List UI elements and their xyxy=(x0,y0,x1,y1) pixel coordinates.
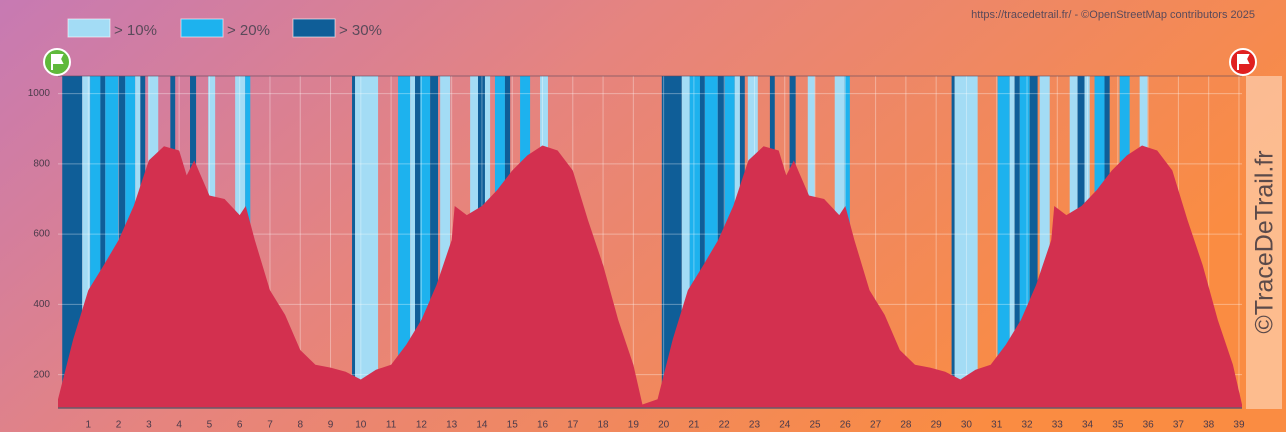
x-tick-label: 21 xyxy=(688,420,700,431)
slope-band xyxy=(997,76,1010,408)
x-tick-label: 1 xyxy=(86,420,92,431)
x-tick-label: 34 xyxy=(1082,420,1094,431)
x-tick-label: 27 xyxy=(870,420,882,431)
x-tick-label: 39 xyxy=(1233,420,1245,431)
x-tick-label: 3 xyxy=(146,420,152,431)
x-tick-label: 2 xyxy=(116,420,122,431)
x-tick-label: 12 xyxy=(416,420,428,431)
slope-band xyxy=(699,76,705,408)
legend-label: > 20% xyxy=(227,22,270,39)
slope-band xyxy=(440,76,451,408)
x-tick-label: 18 xyxy=(598,420,610,431)
x-tick-label: 4 xyxy=(176,420,182,431)
x-tick-label: 19 xyxy=(628,420,640,431)
x-tick-label: 6 xyxy=(237,420,243,431)
watermark-box xyxy=(1246,76,1282,409)
x-tick-label: 13 xyxy=(446,420,458,431)
slope-band xyxy=(1014,76,1020,408)
x-tick-label: 28 xyxy=(900,420,912,431)
slope-band xyxy=(352,76,356,408)
y-tick-label: 200 xyxy=(33,369,50,380)
x-tick-label: 35 xyxy=(1112,420,1124,431)
watermark: ©TraceDeTrail.fr xyxy=(1251,150,1279,333)
x-tick-label: 33 xyxy=(1052,420,1064,431)
slope-band xyxy=(954,76,978,408)
x-tick-label: 38 xyxy=(1203,420,1215,431)
slope-band xyxy=(951,76,955,408)
x-tick-label: 32 xyxy=(1021,420,1033,431)
x-tick-label: 8 xyxy=(297,420,303,431)
slope-band xyxy=(90,76,101,408)
x-tick-label: 14 xyxy=(476,420,488,431)
x-tick-label: 26 xyxy=(840,420,852,431)
slope-band xyxy=(415,76,421,408)
x-tick-label: 10 xyxy=(355,420,367,431)
x-tick-label: 17 xyxy=(567,420,579,431)
x-tick-label: 16 xyxy=(537,420,549,431)
legend-label: > 10% xyxy=(114,22,157,39)
x-tick-label: 11 xyxy=(386,420,397,431)
slope-band xyxy=(420,76,431,408)
legend-label: > 30% xyxy=(339,22,382,39)
legend-swatch xyxy=(180,18,224,38)
legend-swatch xyxy=(292,18,336,38)
slope-band xyxy=(1029,76,1038,408)
slope-band xyxy=(1009,76,1015,408)
x-tick-label: 37 xyxy=(1173,420,1185,431)
start-flag xyxy=(43,48,71,76)
slope-band xyxy=(82,76,91,408)
y-tick-label: 600 xyxy=(33,229,50,240)
x-tick-label: 20 xyxy=(658,420,670,431)
x-tick-label: 36 xyxy=(1143,420,1155,431)
slope-band xyxy=(398,76,411,408)
y-tick-label: 800 xyxy=(33,158,50,169)
x-tick-label: 7 xyxy=(267,420,273,431)
x-tick-label: 24 xyxy=(779,420,791,431)
end-flag xyxy=(1229,48,1257,76)
attribution: https://tracedetrail.fr/ - ©OpenStreetMa… xyxy=(971,9,1255,21)
elevation-area xyxy=(58,145,1242,408)
y-tick-label: 1000 xyxy=(28,88,51,99)
slope-band xyxy=(410,76,416,408)
x-tick-label: 25 xyxy=(809,420,821,431)
slope-band xyxy=(62,76,83,408)
slope-band xyxy=(689,76,700,408)
x-tick-label: 29 xyxy=(931,420,943,431)
slope-band xyxy=(1019,76,1030,408)
x-tick-label: 31 xyxy=(991,420,1003,431)
slope-band xyxy=(1039,76,1050,408)
slope-band xyxy=(681,76,690,408)
slope-band xyxy=(661,76,682,408)
x-tick-label: 23 xyxy=(749,420,761,431)
x-tick-label: 5 xyxy=(207,420,213,431)
y-tick-label: 400 xyxy=(33,299,50,310)
slope-band xyxy=(355,76,379,408)
legend-swatch xyxy=(67,18,111,38)
x-tick-label: 22 xyxy=(719,420,731,431)
x-tick-label: 15 xyxy=(507,420,519,431)
x-tick-label: 30 xyxy=(961,420,973,431)
slope-band xyxy=(100,76,106,408)
x-tick-label: 9 xyxy=(328,420,334,431)
slope-band xyxy=(430,76,439,408)
